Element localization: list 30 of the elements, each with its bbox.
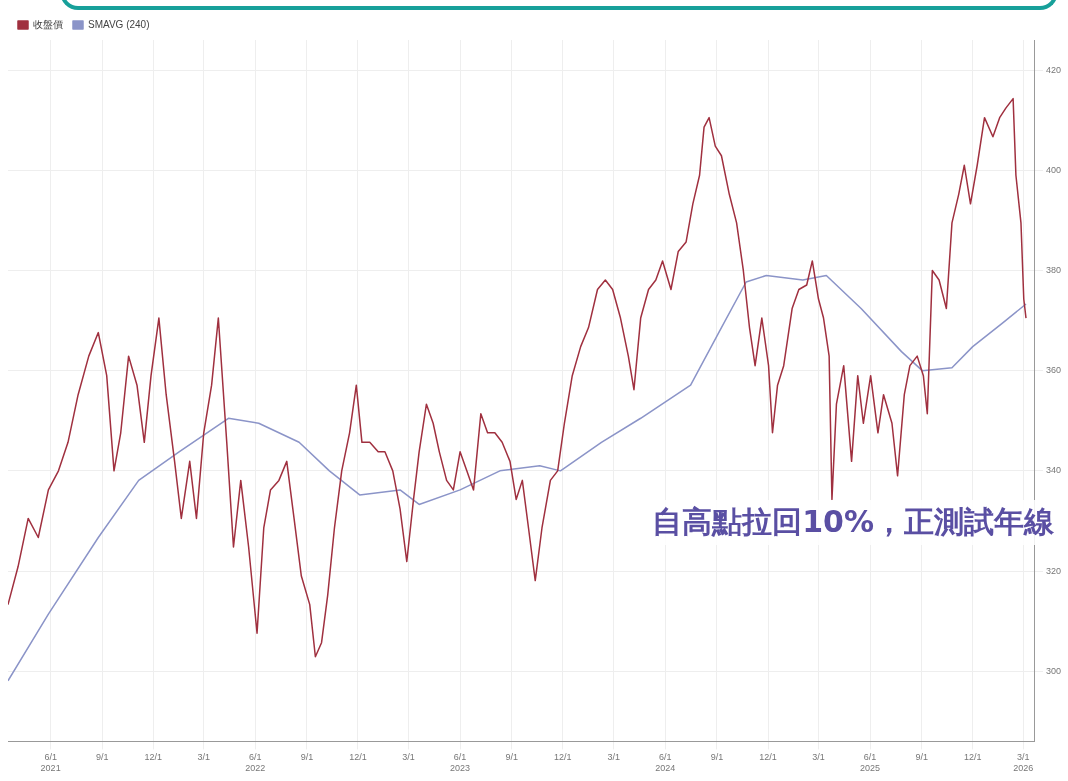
y-tick-label: 400: [1045, 164, 1062, 175]
y-tick-label: 380: [1045, 264, 1062, 275]
x-tick-label: 6/1 2023: [450, 752, 471, 774]
x-tick-label: 3/1: [812, 752, 825, 763]
y-tick-label: 360: [1045, 365, 1062, 376]
x-tick-label: 3/1: [607, 752, 621, 763]
x-tick-label: 9/1: [710, 752, 724, 763]
y-tick-label: 300: [1045, 665, 1062, 676]
legend-label: SMAVG (240): [88, 18, 150, 30]
x-tick-label: 12/1: [349, 752, 367, 763]
x-tick-label: 9/1: [95, 752, 109, 763]
annotation: 自高點拉回10%，正測試年線: [648, 500, 1058, 545]
x-tick-label: 12/1: [553, 752, 572, 763]
y-tick-label: 340: [1045, 465, 1062, 476]
x-tick-label: 3/1: [197, 752, 211, 763]
x-tick-label: 12/1: [963, 752, 982, 763]
x-tick-label: 9/1: [300, 752, 314, 763]
legend-label: 收盤價: [33, 18, 63, 30]
y-tick-label: 320: [1045, 565, 1062, 576]
x-tick-label: 6/1 2025: [860, 752, 881, 774]
x-tick-label: 12/1: [144, 752, 163, 763]
x-tick-label: 9/1: [505, 752, 518, 763]
x-tick-label: 12/1: [759, 752, 777, 763]
x-tick-label: 6/1 2024: [655, 752, 676, 774]
y-tick-label: 420: [1045, 64, 1062, 75]
x-tick-label: 3/1 2026: [1013, 752, 1034, 774]
x-tick-label: 6/1 2022: [245, 752, 266, 774]
x-tick-label: 3/1: [402, 752, 415, 763]
x-tick-label: 9/1: [915, 752, 928, 763]
x-tick-label: 6/1 2021: [40, 752, 61, 774]
